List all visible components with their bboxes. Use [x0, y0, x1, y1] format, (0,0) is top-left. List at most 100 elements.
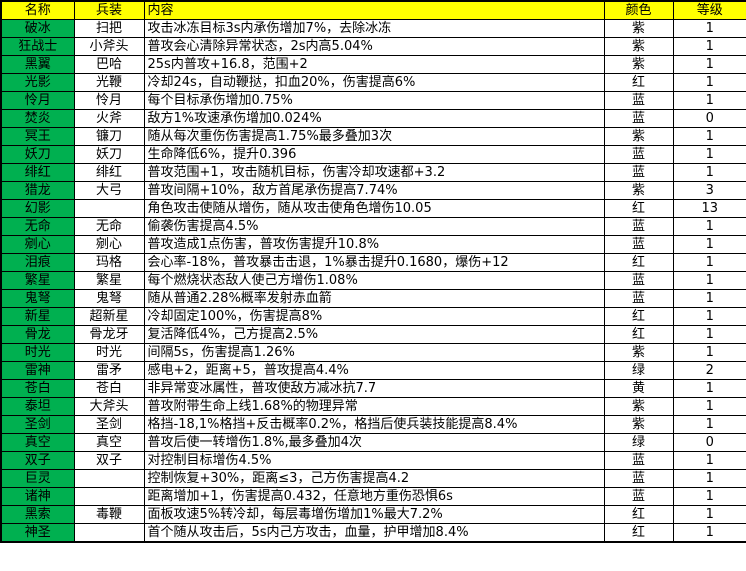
name-cell[interactable]: 神圣	[0, 523, 75, 543]
color-cell[interactable]: 紫	[603, 343, 674, 362]
name-cell[interactable]: 猎龙	[0, 181, 75, 200]
name-cell[interactable]: 黑翼	[0, 55, 75, 74]
color-cell[interactable]: 蓝	[603, 235, 674, 254]
level-cell[interactable]: 1	[672, 127, 746, 146]
equipment-cell[interactable]: 镰刀	[73, 127, 145, 146]
name-cell[interactable]: 泰坦	[0, 397, 75, 416]
name-cell[interactable]: 黑索	[0, 505, 75, 524]
content-cell[interactable]: 普攻后使一转增伤1.8%,最多叠加4次	[143, 433, 605, 452]
color-cell[interactable]: 蓝	[603, 271, 674, 290]
color-cell[interactable]: 蓝	[603, 91, 674, 110]
equipment-cell[interactable]	[73, 199, 145, 218]
equipment-cell[interactable]: 大斧头	[73, 397, 145, 416]
name-cell[interactable]: 绯红	[0, 163, 75, 182]
content-cell[interactable]: 首个随从攻击后，5s内己方攻击，血量，护甲增加8.4%	[143, 523, 605, 543]
header-cell-level[interactable]: 等级	[672, 0, 746, 20]
equipment-cell[interactable]: 光鞭	[73, 73, 145, 92]
level-cell[interactable]: 1	[672, 235, 746, 254]
equipment-cell[interactable]: 巴哈	[73, 55, 145, 74]
color-cell[interactable]: 蓝	[603, 145, 674, 164]
name-cell[interactable]: 真空	[0, 433, 75, 452]
color-cell[interactable]: 蓝	[603, 451, 674, 470]
level-cell[interactable]: 1	[672, 37, 746, 56]
content-cell[interactable]: 25s内普攻+16.8，范围+2	[143, 55, 605, 74]
level-cell[interactable]: 1	[672, 469, 746, 488]
equipment-cell[interactable]: 绯红	[73, 163, 145, 182]
color-cell[interactable]: 红	[603, 307, 674, 326]
equipment-cell[interactable]	[73, 487, 145, 506]
equipment-cell[interactable]: 妖刀	[73, 145, 145, 164]
equipment-cell[interactable]: 小斧头	[73, 37, 145, 56]
content-cell[interactable]: 普攻会心清除异常状态，2s内高5.04%	[143, 37, 605, 56]
content-cell[interactable]: 对控制目标增伤4.5%	[143, 451, 605, 470]
content-cell[interactable]: 普攻间隔+10%，敌方首尾承伤提高7.74%	[143, 181, 605, 200]
color-cell[interactable]: 紫	[603, 181, 674, 200]
name-cell[interactable]: 冥王	[0, 127, 75, 146]
equipment-cell[interactable]: 真空	[73, 433, 145, 452]
name-cell[interactable]: 怜月	[0, 91, 75, 110]
content-cell[interactable]: 普攻附带生命上线1.68%的物理异常	[143, 397, 605, 416]
color-cell[interactable]: 紫	[603, 127, 674, 146]
name-cell[interactable]: 圣剑	[0, 415, 75, 434]
equipment-cell[interactable]: 苍白	[73, 379, 145, 398]
header-cell-name[interactable]: 名称	[0, 0, 75, 20]
equipment-cell[interactable]: 双子	[73, 451, 145, 470]
color-cell[interactable]: 绿	[603, 361, 674, 380]
level-cell[interactable]: 1	[672, 487, 746, 506]
content-cell[interactable]: 感电+2，距离+5，普攻提高4.4%	[143, 361, 605, 380]
level-cell[interactable]: 1	[672, 451, 746, 470]
level-cell[interactable]: 0	[672, 433, 746, 452]
equipment-cell[interactable]	[73, 523, 145, 543]
color-cell[interactable]: 红	[603, 199, 674, 218]
content-cell[interactable]: 冷却固定100%，伤害提高8%	[143, 307, 605, 326]
color-cell[interactable]: 红	[603, 325, 674, 344]
name-cell[interactable]: 时光	[0, 343, 75, 362]
content-cell[interactable]: 冷却24s，自动鞭挞，扣血20%，伤害提高6%	[143, 73, 605, 92]
level-cell[interactable]: 1	[672, 91, 746, 110]
name-cell[interactable]: 破冰	[0, 19, 75, 38]
name-cell[interactable]: 狂战士	[0, 37, 75, 56]
level-cell[interactable]: 1	[672, 325, 746, 344]
level-cell[interactable]: 1	[672, 289, 746, 308]
color-cell[interactable]: 蓝	[603, 469, 674, 488]
color-cell[interactable]: 蓝	[603, 217, 674, 236]
content-cell[interactable]: 控制恢复+30%，距离≤3，己方伤害提高4.2	[143, 469, 605, 488]
content-cell[interactable]: 生命降低6%，提升0.396	[143, 145, 605, 164]
color-cell[interactable]: 绿	[603, 433, 674, 452]
level-cell[interactable]: 1	[672, 379, 746, 398]
content-cell[interactable]: 非异常变冰属性，普攻使敌方减冰抗7.7	[143, 379, 605, 398]
color-cell[interactable]: 红	[603, 73, 674, 92]
name-cell[interactable]: 光影	[0, 73, 75, 92]
level-cell[interactable]: 1	[672, 505, 746, 524]
color-cell[interactable]: 红	[603, 505, 674, 524]
name-cell[interactable]: 苍白	[0, 379, 75, 398]
color-cell[interactable]: 紫	[603, 19, 674, 38]
content-cell[interactable]: 距离增加+1，伤害提高0.432，任意地方重伤恐惧6s	[143, 487, 605, 506]
equipment-cell[interactable]: 怜月	[73, 91, 145, 110]
content-cell[interactable]: 普攻造成1点伤害，普攻伤害提升10.8%	[143, 235, 605, 254]
name-cell[interactable]: 剜心	[0, 235, 75, 254]
header-cell-color[interactable]: 颜色	[603, 0, 674, 20]
level-cell[interactable]: 1	[672, 55, 746, 74]
name-cell[interactable]: 巨灵	[0, 469, 75, 488]
color-cell[interactable]: 紫	[603, 37, 674, 56]
name-cell[interactable]: 双子	[0, 451, 75, 470]
content-cell[interactable]: 敌方1%攻速承伤增加0.024%	[143, 109, 605, 128]
equipment-cell[interactable]: 火斧	[73, 109, 145, 128]
equipment-cell[interactable]	[73, 469, 145, 488]
color-cell[interactable]: 蓝	[603, 109, 674, 128]
content-cell[interactable]: 会心率-18%，普攻暴击击退，1%暴击提升0.1680，爆伤+12	[143, 253, 605, 272]
name-cell[interactable]: 妖刀	[0, 145, 75, 164]
name-cell[interactable]: 诸神	[0, 487, 75, 506]
level-cell[interactable]: 3	[672, 181, 746, 200]
equipment-cell[interactable]: 时光	[73, 343, 145, 362]
header-cell-content[interactable]: 内容	[143, 0, 605, 20]
content-cell[interactable]: 随从每次重伤伤害提高1.75%最多叠加3次	[143, 127, 605, 146]
level-cell[interactable]: 1	[672, 145, 746, 164]
name-cell[interactable]: 焚炎	[0, 109, 75, 128]
content-cell[interactable]: 面板攻速5%转冷却，每层毒增伤增加1%最大7.2%	[143, 505, 605, 524]
content-cell[interactable]: 角色攻击使随从增伤，随从攻击使角色增伤10.05	[143, 199, 605, 218]
color-cell[interactable]: 蓝	[603, 487, 674, 506]
content-cell[interactable]: 普攻范围+1，攻击随机目标，伤害冷却攻速都+3.2	[143, 163, 605, 182]
name-cell[interactable]: 雷神	[0, 361, 75, 380]
